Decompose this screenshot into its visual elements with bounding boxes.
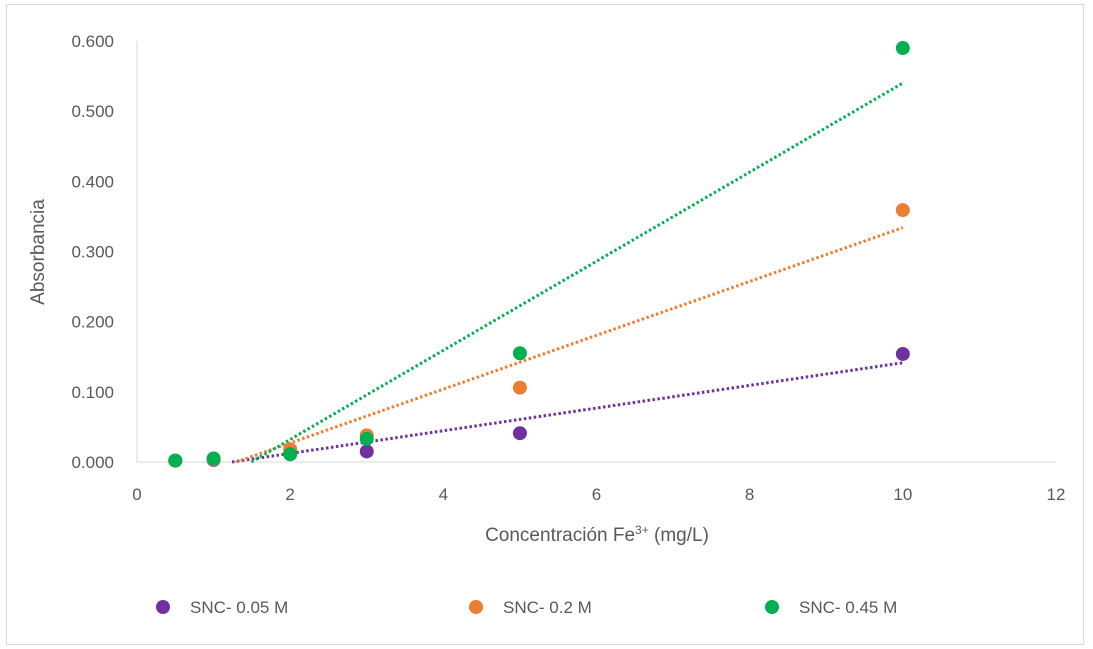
x-axis-title-main: Concentración Fe — [485, 525, 635, 546]
legend-label: SNC- 0.45 M — [799, 598, 897, 617]
data-point-series-1 — [512, 426, 527, 441]
data-point-series-3 — [895, 41, 910, 56]
y-tick-label: 0.400 — [71, 172, 114, 191]
y-tick-label: 0.300 — [71, 243, 114, 262]
data-point-series-3 — [512, 346, 527, 361]
legend-label: SNC- 0.2 M — [503, 598, 592, 617]
x-tick-label: 2 — [285, 485, 294, 504]
legend-marker — [765, 600, 779, 614]
trendline-series-1 — [231, 361, 904, 464]
x-axis-title-superscript: 3+ — [635, 523, 649, 537]
y-tick-label: 0.500 — [71, 102, 114, 121]
data-point-series-3 — [168, 453, 183, 468]
data-point-series-1 — [359, 444, 374, 459]
trendline-series-3 — [250, 81, 904, 464]
x-axis-ticks: 0 2 4 6 8 10 12 — [132, 485, 1065, 504]
data-point-series-2 — [512, 380, 527, 395]
legend-marker — [156, 600, 170, 614]
data-point-series-3 — [359, 431, 374, 446]
y-tick-label: 0.100 — [71, 383, 114, 402]
y-tick-label: 0.600 — [71, 32, 114, 51]
data-point-series-2 — [895, 203, 910, 218]
trendline-series-2 — [235, 226, 904, 464]
data-point-series-3 — [283, 447, 298, 462]
data-points — [168, 41, 910, 468]
x-axis-title: Concentración Fe3+ (mg/L) — [485, 523, 709, 546]
trendlines — [231, 81, 904, 464]
x-axis-title-unit: (mg/L) — [649, 525, 709, 546]
y-tick-label: 0.200 — [71, 313, 114, 332]
legend-label: SNC- 0.05 M — [190, 598, 288, 617]
x-tick-label: 12 — [1047, 485, 1066, 504]
x-tick-label: 6 — [592, 485, 601, 504]
legend: SNC- 0.05 M SNC- 0.2 M SNC- 0.45 M — [156, 598, 897, 617]
x-tick-label: 10 — [893, 485, 912, 504]
x-tick-label: 4 — [439, 485, 448, 504]
x-tick-label: 0 — [132, 485, 141, 504]
chart-frame — [6, 4, 1084, 645]
y-axis-title: Absorbancia — [28, 199, 49, 305]
legend-marker — [469, 600, 483, 614]
data-point-series-1 — [895, 346, 910, 361]
x-tick-label: 8 — [745, 485, 754, 504]
data-point-series-3 — [206, 451, 221, 466]
y-axis-ticks: 0.000 0.100 0.200 0.300 0.400 0.500 0.600 — [71, 32, 114, 472]
y-tick-label: 0.000 — [71, 453, 114, 472]
